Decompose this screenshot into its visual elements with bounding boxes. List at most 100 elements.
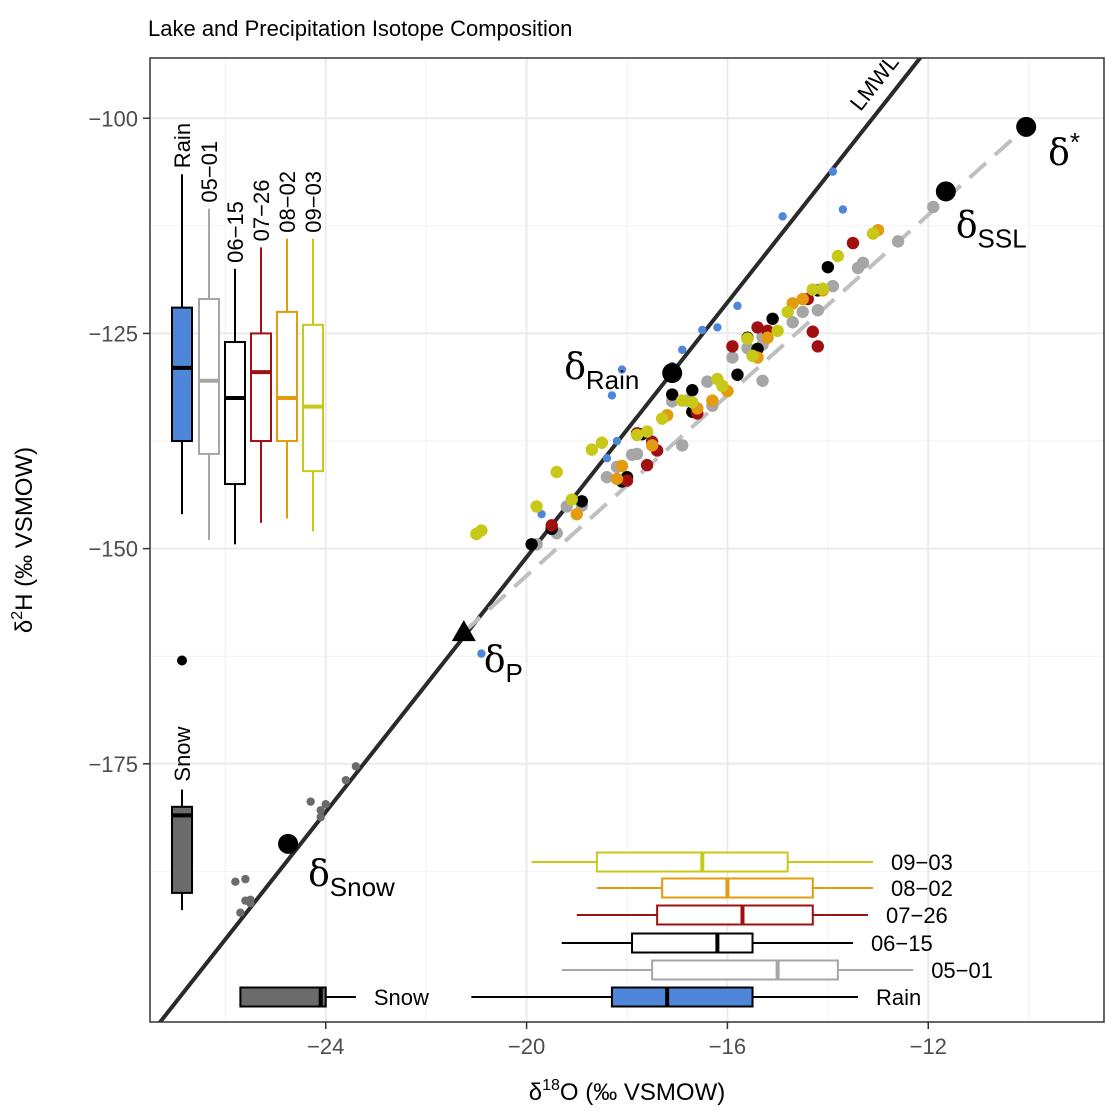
data-point-08-02 [706,394,719,407]
chart-title: Lake and Precipitation Isotope Compositi… [148,16,572,41]
key-point-label: δ* [1048,127,1080,174]
x-axis-title-symbol: δ [529,1079,542,1106]
data-point-snow [306,797,315,806]
vbox-box [276,310,298,443]
key-point-symbol: δ [956,205,978,246]
vbox-label: Rain [170,123,195,168]
key-point-marker [1016,116,1037,137]
data-point-06-15 [766,312,779,325]
data-point-07-26 [806,325,819,338]
vbox-outlier [177,655,187,666]
data-point-09-03 [771,324,784,338]
data-point-09-03 [716,379,729,393]
data-point-07-26 [846,236,860,250]
hbox-box [595,851,789,873]
data-point-rain [828,167,838,176]
hbox-label: 05−01 [931,958,993,983]
data-point-09-03 [816,282,830,295]
y-axis-title: δ2H (‰ VSMOW) [9,447,38,633]
hbox-label: 08−02 [891,876,953,901]
data-point-09-03 [630,428,644,442]
data-point-05-01 [927,200,940,214]
data-point-09-03 [781,305,794,319]
key-point-label: δSSL [956,205,1027,253]
data-point-snow [241,896,250,905]
data-point-snow [351,762,361,771]
vbox-label: 09−03 [301,171,326,233]
data-point-rain [537,509,546,519]
vbox-label: Snow [170,726,195,781]
vbox-box [302,323,324,473]
data-point-rain [607,391,617,400]
data-point-06-15 [686,384,699,397]
key-point-marker [935,181,956,202]
hbox-box [656,904,814,926]
key-point-label: δP [484,640,523,688]
data-point-snow [341,775,351,785]
vbox-box [198,298,220,455]
data-point-07-26 [811,340,824,353]
data-point-09-03 [595,436,609,449]
data-point-06-15 [731,368,744,381]
hbox-box [651,959,839,981]
data-point-08-02 [570,507,583,521]
data-point-08-02 [761,331,774,344]
plot-border [149,57,1105,1023]
vbox-box [250,332,272,443]
hbox-label: 09−03 [891,850,953,875]
key-point-label: δSnow [308,854,395,902]
data-point-05-01 [811,303,824,317]
data-point-08-02 [796,292,809,306]
data-point-rain [733,301,742,311]
data-point-09-03 [640,425,654,438]
key-point-symbol: δ [564,347,586,388]
data-point-rain [612,436,622,446]
key-point-symbol: δ [308,854,330,895]
hbox-box [661,877,814,899]
data-point-06-15 [665,388,679,401]
key-point-marker [662,363,683,384]
y-tick-label: −150 [88,537,138,562]
data-point-08-02 [610,472,624,486]
data-point-rain [838,205,848,214]
data-point-rain [602,454,612,463]
key-point-subscript: Snow [330,872,395,902]
vbox-box [224,341,246,486]
vbox-box [171,306,193,443]
data-point-08-02 [645,439,659,452]
key-point-subscript: SSL [978,223,1027,253]
data-point-07-26 [751,321,764,334]
x-tick-label: −16 [709,1034,746,1059]
y-tick-label: −125 [88,321,138,346]
data-point-07-26 [640,458,654,472]
data-point-snow [316,806,325,815]
data-point-07-26 [545,519,558,532]
key-point-superscript: * [1070,127,1080,157]
x-tick-label: −20 [508,1034,545,1059]
data-point-09-03 [530,500,543,513]
vbox-box [171,805,193,894]
y-tick-label: −175 [88,752,138,777]
hbox-box [239,986,327,1008]
data-point-rain [778,212,787,221]
hbox-label: Snow [374,985,429,1010]
vbox-label: 07−26 [249,180,274,242]
x-tick-label: −24 [307,1034,344,1059]
hbox-box [631,932,754,954]
data-point-06-15 [525,538,538,551]
x-axis-title: δ18O (‰ VSMOW) [529,1077,725,1106]
data-point-09-03 [866,227,880,240]
hbox-label: Rain [876,985,921,1010]
key-point-label: δRain [564,347,639,395]
data-point-05-01 [756,374,769,387]
data-point-05-01 [630,447,644,461]
data-point-05-01 [856,256,870,270]
key-point-symbol: δ [484,640,506,681]
hbox-label: 06−15 [871,931,933,956]
lmwl-line [157,58,923,1022]
key-point-marker [451,620,476,642]
data-point-09-03 [470,527,483,541]
data-point-05-01 [786,316,799,329]
